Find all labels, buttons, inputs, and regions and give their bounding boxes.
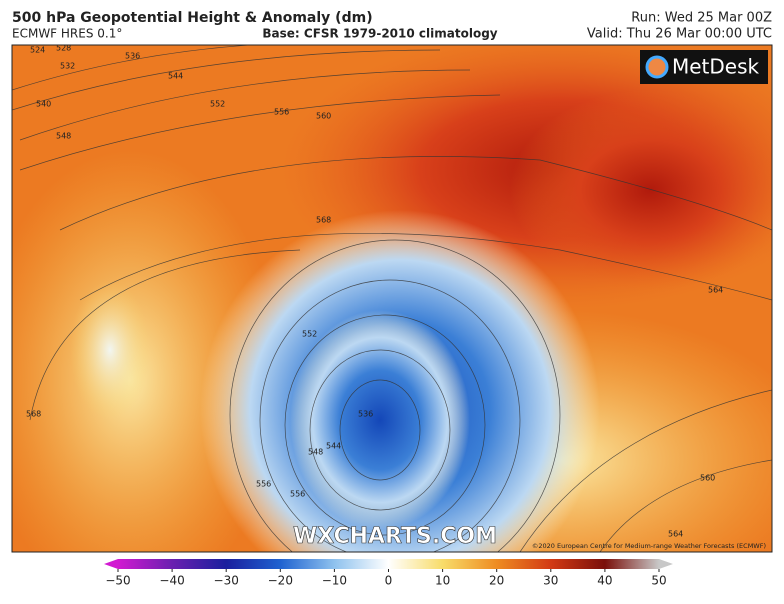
- contour-label: 548: [56, 132, 71, 141]
- watermark: WXCHARTS.COM: [293, 524, 497, 549]
- contour-label: 552: [210, 100, 225, 109]
- colorbar-tick-label: −30: [214, 574, 239, 588]
- contour-label: 548: [308, 448, 323, 457]
- contour-label: 560: [316, 112, 331, 121]
- colorbar-arrow: [104, 559, 118, 569]
- colorbar-tick-label: 50: [651, 574, 666, 588]
- model: ECMWF HRES 0.1°: [12, 27, 122, 41]
- contour-label: 540: [36, 100, 51, 109]
- contour-label: 560: [700, 474, 715, 483]
- map-frame: [11, 44, 773, 553]
- contour-label: 544: [168, 72, 183, 81]
- copyright: ©2020 European Centre for Medium-range W…: [532, 542, 766, 550]
- colorbar-tick-label: −50: [105, 574, 130, 588]
- colorbar-arrow: [659, 559, 673, 569]
- title: 500 hPa Geopotential Height & Anomaly (d…: [12, 10, 373, 26]
- contour-label: 532: [60, 62, 75, 71]
- colorbar: −50 −40 −30 −20 −10 0 10 20 30 40 50: [104, 559, 673, 588]
- logo: MetDesk: [672, 55, 760, 79]
- contour-label: 552: [302, 330, 317, 339]
- map: 524 528 532 536 544 540 548 552 556 560 …: [12, 44, 772, 552]
- colorbar-bar: [118, 559, 659, 569]
- colorbar-tick-label: 10: [435, 574, 450, 588]
- colorbar-tick-label: 40: [597, 574, 612, 588]
- anomaly-area: [510, 90, 772, 290]
- contour-label: 528: [56, 44, 71, 53]
- colorbar-tick-label: 0: [385, 574, 393, 588]
- contour-label: 564: [708, 286, 723, 295]
- valid: Valid: Thu 26 Mar 00:00 UTC: [587, 27, 772, 42]
- colorbar-tick-label: −20: [268, 574, 293, 588]
- anomaly-area: [70, 280, 150, 420]
- contour-labels: 524 528 532 536 544 540 548 552 556 560 …: [26, 44, 723, 539]
- contour-label: 568: [316, 216, 331, 225]
- contour-label: 564: [668, 530, 683, 539]
- contour-label: 524: [30, 46, 45, 55]
- contour-label: 536: [358, 410, 373, 419]
- anomaly-area: [290, 310, 470, 530]
- contour-label: 556: [274, 108, 289, 117]
- contour-label: 544: [326, 442, 341, 451]
- colorbar-tick-label: −40: [159, 574, 184, 588]
- colorbar-tick-label: 20: [489, 574, 504, 588]
- colorbar-tick-label: −10: [322, 574, 347, 588]
- contour-label: 556: [290, 490, 305, 499]
- contour-label: 556: [256, 480, 271, 489]
- contours: [12, 45, 772, 552]
- contour-label: 568: [26, 410, 41, 419]
- colorbar-tick-label: 30: [543, 574, 558, 588]
- contour-label: 536: [125, 52, 140, 61]
- run: Run: Wed 25 Mar 00Z: [631, 11, 772, 26]
- base: Base: CFSR 1979-2010 climatology: [262, 27, 497, 41]
- logo-icon: [645, 55, 669, 79]
